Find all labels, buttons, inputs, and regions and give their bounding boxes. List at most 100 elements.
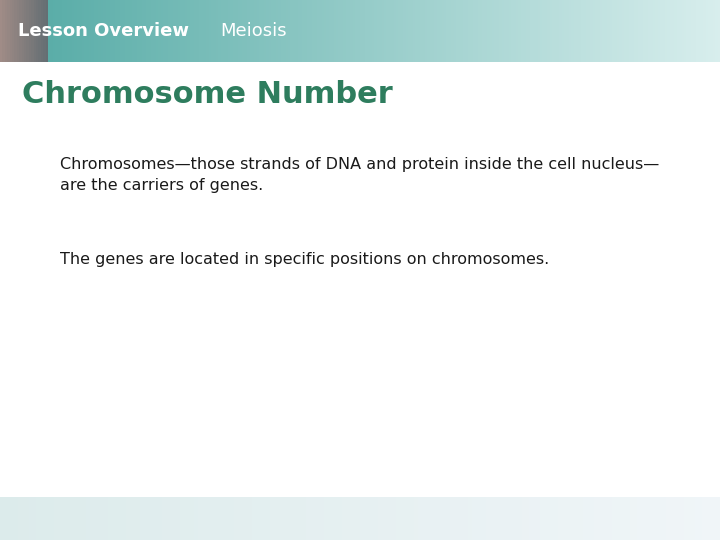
Bar [113,0,116,62]
Bar [230,0,233,62]
Bar [191,497,195,540]
Bar [529,497,534,540]
Bar [473,0,476,62]
Bar [515,497,519,540]
Bar [351,0,354,62]
Bar [391,0,394,62]
Bar [509,0,512,62]
Bar [378,497,382,540]
Bar [319,0,322,62]
Bar [706,0,708,62]
Bar [257,0,260,62]
Bar [252,0,255,62]
Bar [86,497,91,540]
Bar [552,0,555,62]
Bar [653,0,656,62]
Bar [192,0,195,62]
Bar [590,0,593,62]
Bar [0,497,4,540]
Bar [547,0,550,62]
Bar [612,0,615,62]
Bar [432,497,436,540]
Bar [45,0,48,62]
Bar [81,0,84,62]
Bar [414,497,418,540]
Bar [703,0,706,62]
Bar [65,497,69,540]
Bar [459,0,462,62]
Bar [715,0,718,62]
Bar [648,497,652,540]
Bar [479,497,483,540]
Bar [91,0,94,62]
Bar [513,0,516,62]
Bar [572,497,577,540]
Bar [394,0,397,62]
Bar [480,0,483,62]
Bar [259,497,264,540]
Bar [493,497,498,540]
Bar [158,0,161,62]
Bar [19,0,22,62]
Bar [709,497,714,540]
Bar [7,497,12,540]
Bar [667,0,670,62]
Bar [146,0,149,62]
Bar [9,0,12,62]
Bar [317,497,321,540]
Bar [482,0,485,62]
Bar [137,0,140,62]
Bar [205,497,210,540]
Bar [135,0,138,62]
Bar [297,0,300,62]
Bar [79,497,84,540]
Bar [221,0,224,62]
Bar [341,0,343,62]
Bar [283,0,286,62]
Bar [713,0,716,62]
Bar [387,0,390,62]
Bar [324,0,327,62]
Bar [382,497,386,540]
Bar [708,0,711,62]
Bar [153,0,156,62]
Bar [421,497,426,540]
Bar [614,0,617,62]
Bar [12,0,15,62]
Bar [326,0,329,62]
Bar [106,0,109,62]
Bar [108,497,112,540]
Bar [648,0,651,62]
Bar [227,497,231,540]
Bar [659,497,663,540]
Bar [511,0,514,62]
Bar [559,0,562,62]
Bar [277,497,282,540]
Bar [598,497,602,540]
Bar [137,497,141,540]
Bar [271,0,274,62]
Bar [464,497,469,540]
Bar [461,497,465,540]
Bar [175,0,178,62]
Bar [533,497,537,540]
Bar [576,0,579,62]
Bar [254,0,257,62]
Bar [624,0,627,62]
Bar [101,0,104,62]
Bar [574,0,577,62]
Bar [657,0,660,62]
Bar [322,0,325,62]
Bar [101,497,105,540]
Bar [17,0,19,62]
Bar [680,497,685,540]
Bar [436,497,440,540]
Bar [163,0,166,62]
Bar [305,0,307,62]
Bar [626,0,629,62]
Bar [408,0,411,62]
Bar [691,497,696,540]
Bar [706,497,710,540]
Bar [94,497,98,540]
Bar [50,497,55,540]
